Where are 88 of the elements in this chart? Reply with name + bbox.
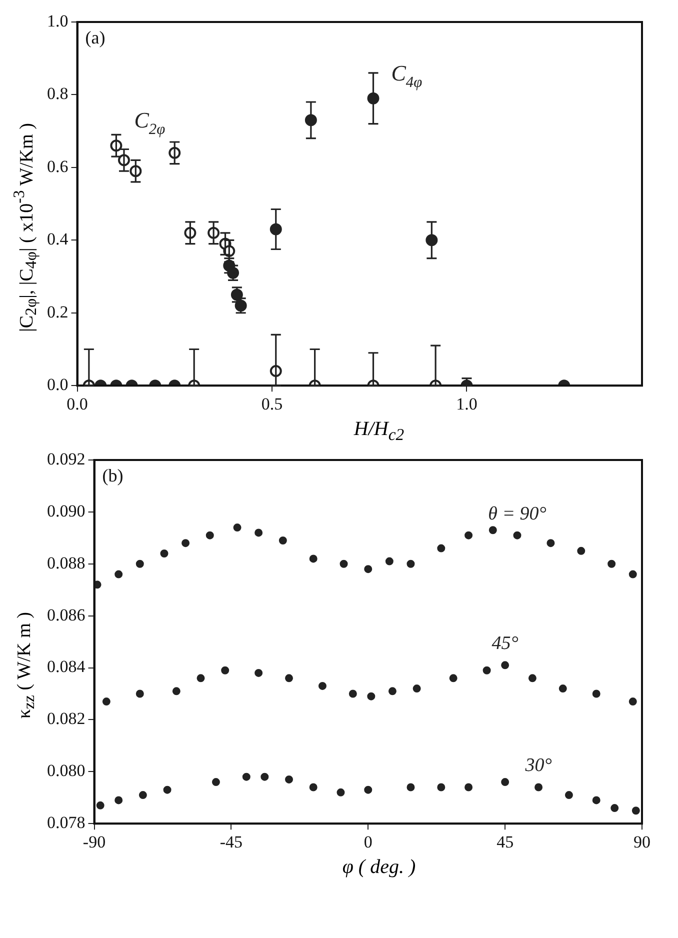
point [501, 778, 510, 786]
x-tick-label: -90 [82, 832, 106, 852]
point [138, 791, 147, 800]
point [388, 687, 396, 696]
y-tick-label: 0.084 [47, 657, 86, 676]
y-tick-label: 0.0 [47, 375, 68, 394]
point [449, 674, 458, 682]
point [406, 783, 415, 792]
point [340, 560, 348, 568]
point [464, 531, 473, 540]
series-label: 30° [524, 755, 552, 776]
x-tick-label: 1.0 [456, 394, 478, 414]
point [114, 796, 123, 804]
y-tick-label: 0.4 [47, 230, 69, 249]
point [196, 674, 205, 682]
point [564, 791, 573, 800]
point [632, 806, 640, 815]
point [528, 674, 536, 682]
point [464, 783, 473, 792]
point [336, 788, 345, 796]
point [534, 783, 543, 792]
point [437, 544, 446, 552]
point [285, 674, 294, 682]
y-tick-label: 0.090 [47, 501, 86, 520]
point [628, 570, 637, 578]
x-axis-title: H/H$_{c2}$ [352, 418, 406, 446]
series-label: 45° [492, 633, 519, 654]
point [577, 546, 586, 555]
point [406, 560, 415, 568]
point [348, 690, 357, 698]
point [309, 554, 318, 563]
point [437, 783, 446, 792]
y-tick-label: 0.080 [47, 761, 86, 780]
y-tick-label: 0.8 [47, 84, 68, 104]
x-tick-label: 45 [496, 832, 514, 852]
point [136, 690, 144, 698]
point [163, 786, 172, 794]
point [592, 690, 600, 698]
point [96, 801, 104, 810]
point [278, 536, 287, 545]
point [160, 549, 168, 558]
y-tick-label: 0.2 [47, 302, 68, 322]
point [501, 661, 510, 670]
point [285, 775, 294, 784]
y-tick-label: 0.6 [47, 156, 68, 176]
point [221, 666, 230, 674]
point [318, 682, 326, 690]
point [592, 796, 600, 804]
x-axis-title: φ ( deg. ) [341, 856, 417, 880]
point [233, 524, 242, 532]
point [242, 772, 250, 781]
series-label: θ = 90° [488, 503, 547, 524]
point [513, 531, 522, 540]
point [206, 531, 214, 540]
point [114, 570, 123, 578]
point [212, 778, 220, 786]
point [172, 687, 180, 696]
point [558, 684, 567, 693]
y-tick-label: 0.078 [47, 813, 86, 832]
point [367, 692, 376, 700]
point [102, 698, 110, 706]
point [364, 565, 372, 574]
point [364, 786, 372, 794]
point [136, 560, 144, 568]
x-tick-label: 0 [364, 832, 372, 852]
y-tick-label: 0.088 [47, 553, 86, 572]
y-tick-label: 0.092 [47, 449, 86, 468]
point [482, 666, 491, 674]
point [412, 684, 421, 693]
point [309, 783, 318, 792]
y-tick-label: 1.0 [47, 11, 68, 30]
point [254, 528, 263, 537]
point [488, 526, 497, 534]
point [608, 560, 616, 568]
x-tick-label: 0.5 [261, 394, 283, 414]
annotation: (b) [102, 466, 124, 486]
point [182, 539, 190, 548]
point [260, 772, 269, 781]
x-tick-label: 90 [634, 832, 650, 852]
x-tick-label: -45 [220, 832, 243, 852]
point [546, 539, 555, 548]
point [385, 557, 394, 566]
y-tick-label: 0.086 [47, 605, 86, 624]
point [254, 668, 263, 677]
point [628, 698, 637, 706]
annotation: (a) [85, 28, 106, 48]
point [610, 804, 619, 812]
y-tick-label: 0.082 [47, 709, 86, 728]
